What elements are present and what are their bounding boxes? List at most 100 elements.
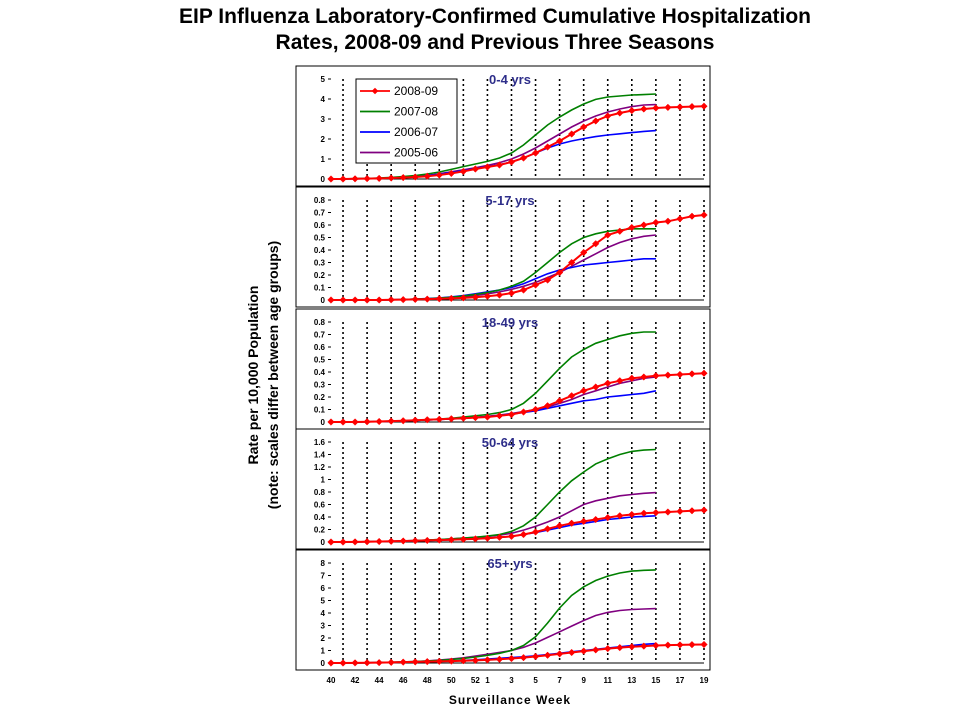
data-point-2008-09 <box>375 658 383 667</box>
data-point-2008-09 <box>327 175 335 183</box>
data-point-2008-09 <box>483 292 492 300</box>
data-point-2008-09 <box>375 417 383 426</box>
chart-title-line1: EIP Influenza Laboratory-Confirmed Cumul… <box>178 5 812 28</box>
data-point-2008-09 <box>688 370 696 378</box>
data-point-2008-09 <box>652 508 660 517</box>
data-point-2008-09 <box>447 657 455 665</box>
y-tick-label: 0.1 <box>314 406 326 415</box>
y-tick-label: 0.8 <box>314 318 326 327</box>
y-tick-label: 1 <box>321 476 326 485</box>
data-point-2008-09 <box>507 410 516 419</box>
data-point-2008-09 <box>616 377 624 385</box>
data-point-2008-09 <box>616 109 624 117</box>
legend-marker-2008-09 <box>371 87 379 95</box>
data-point-2008-09 <box>652 104 660 112</box>
data-point-2008-09 <box>640 373 648 381</box>
y-tick-label: 0.3 <box>314 259 326 268</box>
data-point-2008-09 <box>471 413 480 422</box>
data-point-2008-09 <box>339 296 347 304</box>
panel-label: 18-49 yrs <box>482 315 538 330</box>
y-tick-label: 0 <box>321 175 326 184</box>
panel-18-49-yrs: 0 0.1 0.2 0.3 0.4 0.5 0.6 0.7 0.8 18-49 yrs <box>295 308 711 430</box>
data-point-2008-09 <box>387 537 395 545</box>
data-point-2008-09 <box>580 387 588 395</box>
data-point-2008-09 <box>423 172 431 180</box>
y-tick-label: 0.6 <box>314 501 326 510</box>
y-tick-label: 0 <box>321 296 326 305</box>
x-axis-label: Surveillance Week <box>449 693 571 707</box>
data-point-2008-09 <box>700 211 708 219</box>
data-point-2008-09 <box>507 654 516 663</box>
x-tick-label: 11 <box>604 676 613 685</box>
x-tick-label: 3 <box>509 676 514 685</box>
data-point-2008-09 <box>435 536 443 544</box>
data-point-2008-09 <box>375 537 383 546</box>
data-point-2008-09 <box>592 515 600 524</box>
data-point-2008-09 <box>351 418 359 426</box>
y-tick-label: 0.6 <box>314 343 326 352</box>
data-point-2008-09 <box>519 154 528 162</box>
y-tick-label: 5 <box>321 597 326 606</box>
data-point-2008-09 <box>423 416 431 424</box>
y-tick-label: 0 <box>321 418 326 427</box>
data-point-2008-09 <box>676 215 684 223</box>
panel-5-17-yrs: 0 0.1 0.2 0.3 0.4 0.5 0.6 0.7 0.8 5-17 yrs <box>295 186 711 308</box>
data-point-2008-09 <box>423 657 431 666</box>
y-tick-label: 0.5 <box>314 234 326 243</box>
data-point-2008-09 <box>555 137 564 145</box>
data-point-2008-09 <box>423 295 431 303</box>
data-point-2008-09 <box>411 537 419 545</box>
panel-frame <box>295 186 711 308</box>
data-point-2008-09 <box>676 370 684 379</box>
data-point-2008-09 <box>399 658 407 666</box>
panels-layer: 0 1 2 3 4 5 0-4 yrs 0 0.1 0.2 0.3 0.4 0.5 0.6 0.7 0.8 5-… <box>295 65 711 685</box>
y-tick-label: 0.2 <box>314 526 326 535</box>
chart-title-line2: Rates, 2008-09 and Previous Three Season… <box>275 31 715 54</box>
data-point-2008-09 <box>483 413 492 421</box>
data-point-2008-09 <box>592 240 600 248</box>
data-point-2008-09 <box>652 641 660 650</box>
panel-label: 65+ yrs <box>487 556 532 571</box>
data-point-2008-09 <box>700 369 708 377</box>
y-tick-label: 0.4 <box>314 513 326 522</box>
y-tick-label: 1.2 <box>314 463 326 472</box>
data-point-2008-09 <box>616 227 624 235</box>
x-tick-label: 5 <box>533 676 538 685</box>
data-point-2008-09 <box>592 646 600 654</box>
y-tick-label: 0.8 <box>314 196 326 205</box>
data-point-2008-09 <box>676 641 684 649</box>
data-point-2008-09 <box>616 643 624 652</box>
data-point-2008-09 <box>483 534 492 542</box>
data-point-2008-09 <box>495 291 504 299</box>
y-tick-label: 0.3 <box>314 381 326 390</box>
data-point-2008-09 <box>531 281 540 289</box>
data-point-2008-09 <box>507 158 516 166</box>
data-point-2008-09 <box>531 149 540 157</box>
data-point-2008-09 <box>700 640 708 649</box>
data-point-2008-09 <box>339 538 347 546</box>
data-point-2008-09 <box>471 535 480 543</box>
data-point-2008-09 <box>592 117 600 125</box>
data-point-2008-09 <box>543 276 552 284</box>
y-tick-label: 0.7 <box>314 209 326 218</box>
data-point-2008-09 <box>447 294 455 303</box>
data-point-2008-09 <box>387 417 395 425</box>
x-tick-label: 13 <box>627 676 636 685</box>
data-point-2008-09 <box>604 112 612 120</box>
x-tick-label: 9 <box>581 676 586 685</box>
data-point-2008-09 <box>567 130 576 138</box>
y-tick-label: 1.6 <box>314 438 326 447</box>
y-axis-label-line1: Rate per 10,000 Population <box>245 286 261 465</box>
data-point-2008-09 <box>459 657 468 665</box>
data-point-2008-09 <box>363 659 371 667</box>
data-point-2008-09 <box>459 414 468 422</box>
data-point-2008-09 <box>640 509 648 517</box>
data-point-2008-09 <box>628 223 636 232</box>
data-point-2008-09 <box>592 383 600 391</box>
data-point-2008-09 <box>363 538 371 546</box>
data-point-2008-09 <box>447 536 455 544</box>
data-point-2008-09 <box>375 296 383 304</box>
data-point-2008-09 <box>411 658 419 666</box>
data-point-2008-09 <box>351 659 359 667</box>
